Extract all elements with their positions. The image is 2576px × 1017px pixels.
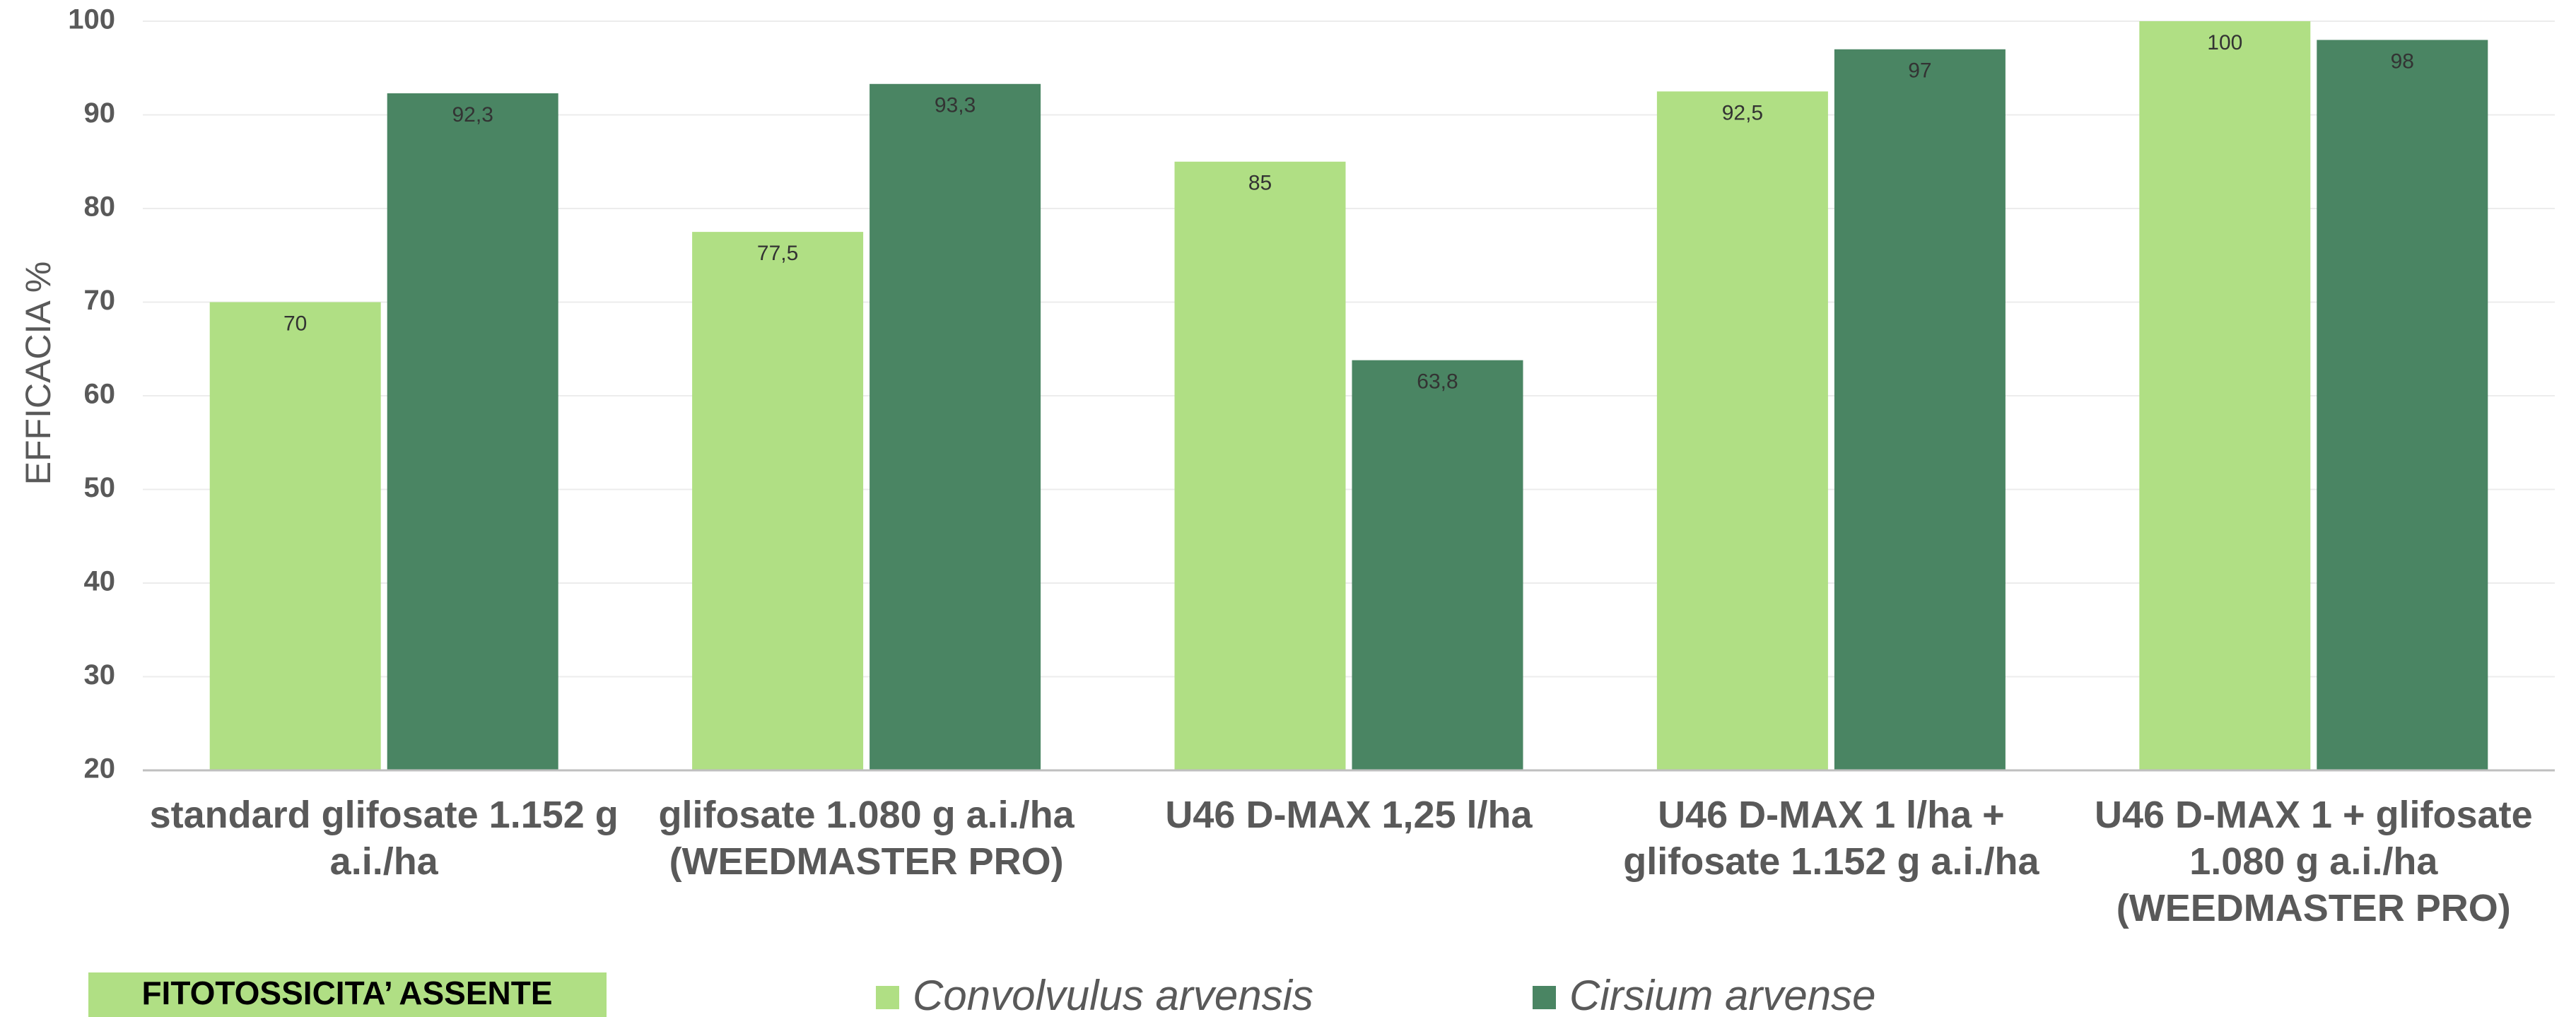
x-tick-label: glifosate 1.080 g a.i./ha (WEEDMASTER PR… (658, 794, 1075, 883)
bar (692, 232, 864, 770)
legend-swatch (1533, 986, 1556, 1009)
value-label: 70 (283, 312, 307, 335)
legend-label: Convolvulus arvensis (913, 972, 1313, 1017)
value-label: 97 (1908, 59, 1931, 83)
bar (870, 83, 1041, 770)
bar (2317, 40, 2488, 770)
y-tick-label: 30 (84, 659, 116, 690)
x-tick-label: standard glifosate 1.152 g a.i./ha (149, 794, 619, 883)
annotation: FITOTOSSICITA’ ASSENTE (141, 975, 552, 1011)
value-label: 92,3 (452, 103, 493, 127)
y-tick-label: 90 (84, 98, 116, 129)
value-label: 98 (2391, 49, 2414, 73)
bar (2139, 21, 2311, 770)
y-tick-label: 100 (68, 4, 115, 35)
bar (1834, 49, 2006, 770)
legend-label: Cirsium arvense (1569, 972, 1875, 1017)
value-label: 77,5 (757, 242, 798, 265)
y-tick-label: 20 (84, 753, 116, 784)
value-label: 93,3 (935, 94, 976, 117)
annotation-box (88, 972, 607, 1017)
x-tick-label: U46 D-MAX 1 + glifosate 1.080 g a.i./ha … (2094, 794, 2533, 929)
bar (1174, 161, 1346, 770)
bar (209, 302, 381, 770)
value-label: 85 (1248, 172, 1272, 195)
y-tick-label: 80 (84, 192, 116, 223)
y-axis-label: EFFICACIA % (18, 261, 58, 486)
value-label: 63,8 (1417, 370, 1458, 394)
x-tick-label: U46 D-MAX 1 l/ha + glifosate 1.152 g a.i… (1623, 794, 2039, 883)
bar (387, 93, 558, 770)
value-label: 100 (2207, 31, 2242, 54)
value-label: 92,5 (1722, 101, 1763, 124)
bar (1656, 91, 1828, 770)
y-tick-label: 40 (84, 566, 116, 597)
bar (1352, 360, 1523, 770)
legend-swatch (876, 986, 899, 1009)
x-tick-label: U46 D-MAX 1,25 l/ha (1165, 794, 1533, 836)
y-tick-label: 60 (84, 379, 116, 410)
y-tick-label: 70 (84, 285, 116, 316)
y-tick-label: 50 (84, 472, 116, 503)
